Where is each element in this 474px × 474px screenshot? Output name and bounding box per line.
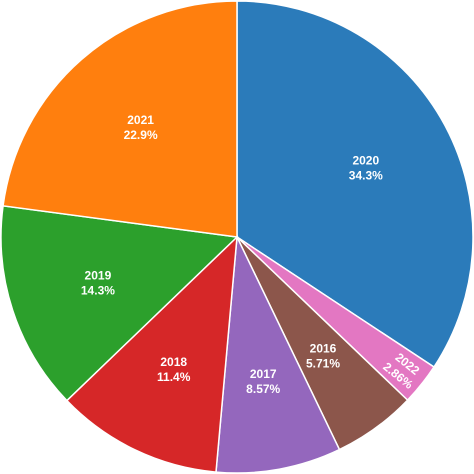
- slice-percent-label: 14.3%: [81, 284, 115, 298]
- pie-slice-2019: [0, 204, 239, 402]
- slice-percent-label: 5.71%: [306, 356, 340, 370]
- slice-category-label: 2019: [85, 269, 112, 283]
- slice-category-label: 2021: [127, 113, 154, 127]
- slice-category-label: 2017: [250, 367, 277, 381]
- pie-slice-2017: [215, 234, 341, 474]
- pie-slice-2021: [2, 0, 238, 238]
- slice-category-label: 2018: [160, 355, 187, 369]
- slice-category-label: 2016: [310, 341, 337, 355]
- slice-percent-label: 22.9%: [124, 128, 158, 142]
- slice-category-label: 2020: [352, 154, 379, 168]
- slice-percent-label: 8.57%: [246, 382, 280, 396]
- slice-percent-label: 11.4%: [157, 370, 191, 384]
- pie-slice-2018: [65, 235, 238, 473]
- slice-percent-label: 34.3%: [349, 169, 383, 183]
